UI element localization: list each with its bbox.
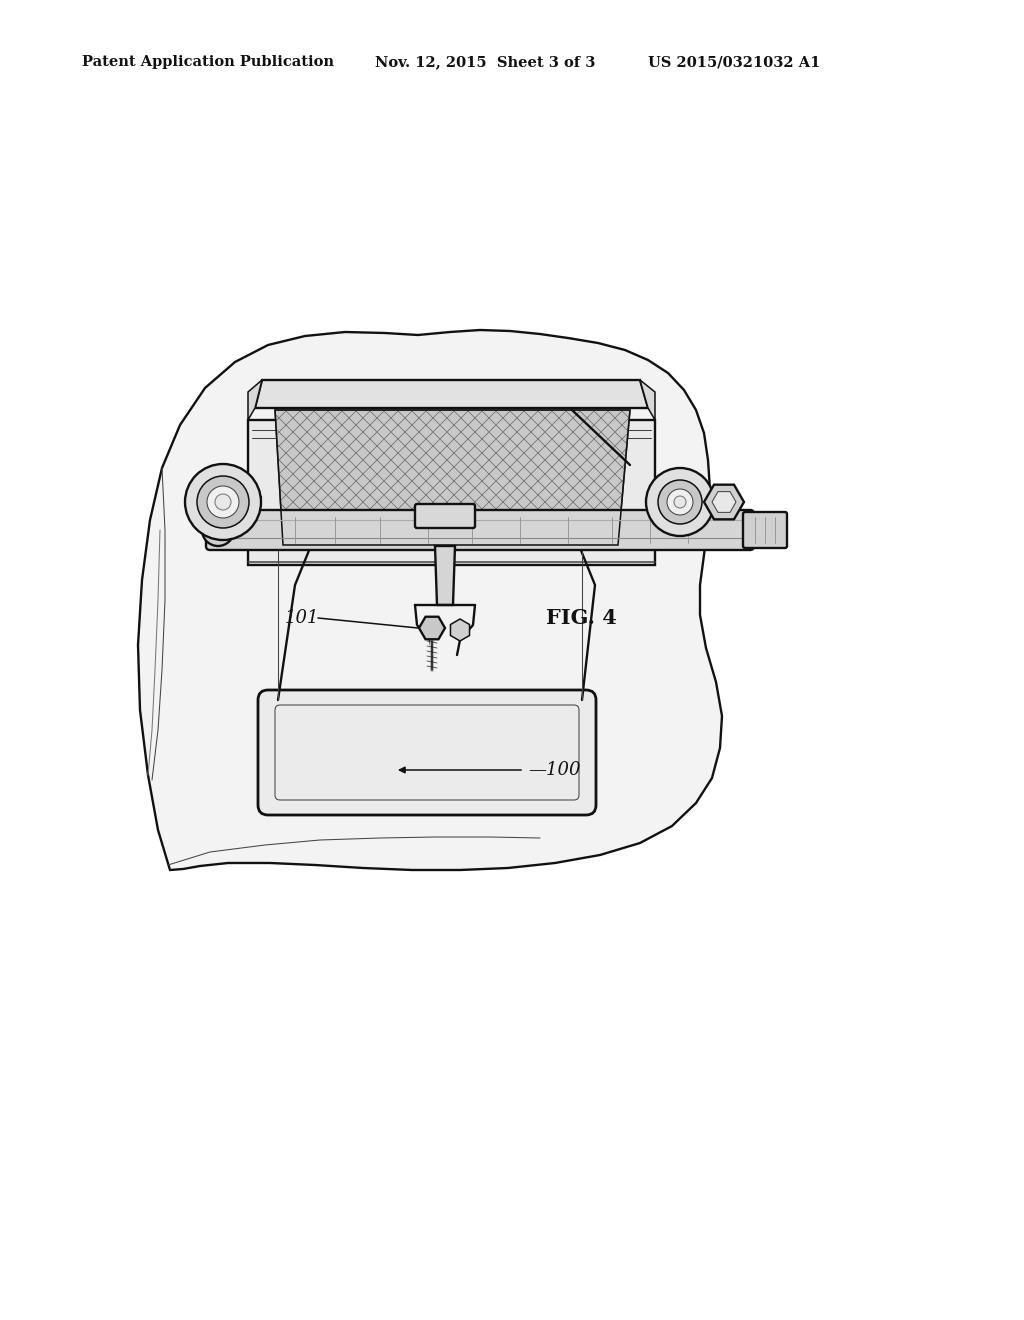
Circle shape bbox=[215, 494, 231, 510]
Polygon shape bbox=[248, 380, 262, 420]
Text: —100: —100 bbox=[528, 762, 581, 779]
Polygon shape bbox=[275, 411, 630, 545]
Circle shape bbox=[674, 496, 686, 508]
FancyBboxPatch shape bbox=[743, 512, 787, 548]
Circle shape bbox=[207, 486, 239, 517]
Polygon shape bbox=[255, 380, 648, 408]
FancyBboxPatch shape bbox=[206, 510, 754, 550]
Circle shape bbox=[185, 465, 261, 540]
Circle shape bbox=[667, 488, 693, 515]
Text: FIG. 4: FIG. 4 bbox=[546, 609, 616, 628]
FancyBboxPatch shape bbox=[258, 690, 596, 814]
Circle shape bbox=[658, 480, 702, 524]
Circle shape bbox=[202, 513, 234, 546]
Text: 101: 101 bbox=[285, 609, 319, 627]
Text: US 2015/0321032 A1: US 2015/0321032 A1 bbox=[648, 55, 820, 69]
Polygon shape bbox=[138, 330, 722, 870]
FancyBboxPatch shape bbox=[415, 504, 475, 528]
Circle shape bbox=[646, 469, 714, 536]
Polygon shape bbox=[435, 546, 455, 605]
Text: Patent Application Publication: Patent Application Publication bbox=[82, 55, 334, 69]
Polygon shape bbox=[275, 411, 630, 545]
Polygon shape bbox=[248, 420, 655, 565]
Text: Nov. 12, 2015  Sheet 3 of 3: Nov. 12, 2015 Sheet 3 of 3 bbox=[375, 55, 595, 69]
Polygon shape bbox=[640, 380, 655, 420]
Polygon shape bbox=[275, 411, 630, 545]
Circle shape bbox=[197, 477, 249, 528]
